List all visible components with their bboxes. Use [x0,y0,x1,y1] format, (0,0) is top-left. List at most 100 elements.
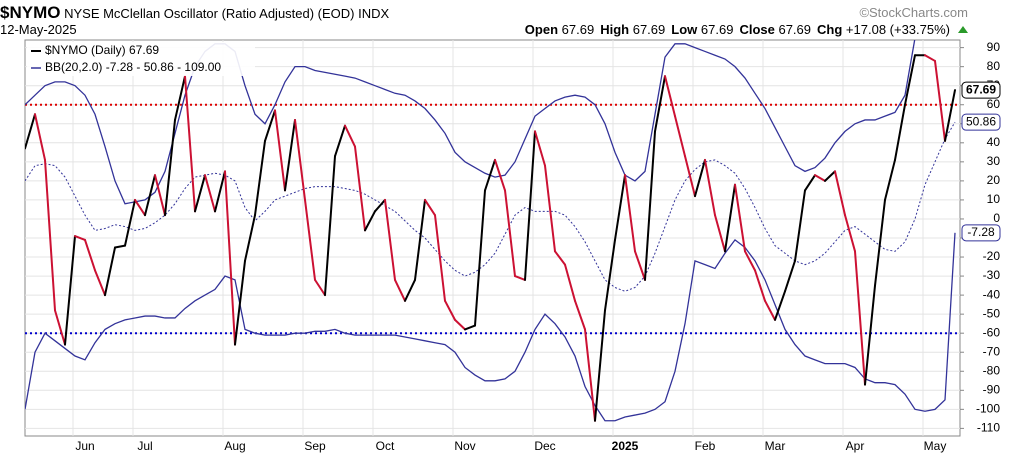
nymo-segment [274,109,286,192]
quote-label: High [600,22,630,37]
symbol: $NYMO [0,3,61,22]
nymo-segment [324,155,336,297]
legend-label: BB(20,2.0) -7.28 - 50.86 - 109.00 [45,60,221,74]
quote-value: +17.08 (+33.75%) [845,22,950,37]
nymo-segment [634,250,646,281]
nymo-segment [534,130,546,167]
nymo-segment [54,309,66,346]
value-label: 67.69 [966,82,996,96]
nymo-segment [414,198,426,281]
nymo-segment [234,259,246,346]
y-tick-label: -30 [983,268,1001,282]
nymo-segment [254,139,266,217]
nymo-segment [924,54,936,62]
nymo-segment [44,158,56,312]
nymo-segment [224,170,236,346]
nymo-segment [824,170,836,182]
nymo-segment [734,183,746,253]
nymo-segment [624,174,636,253]
nymo-segment [424,198,436,217]
nymo-segment [934,59,946,142]
nymo-segment [34,113,46,161]
nymo-segment [944,89,956,142]
quote-value: 67.69 [632,22,666,37]
y-tick-label: -20 [983,249,1001,263]
value-label: 50.86 [966,114,996,128]
quote-label: Chg [817,22,843,37]
y-tick-label: -90 [983,382,1001,396]
nymo-segment [664,75,676,118]
nymo-segment [144,174,156,217]
y-tick-label: -80 [983,363,1001,377]
x-tick-label: Feb [695,439,716,453]
y-tick-label: 40 [987,135,1001,149]
nymo-segment [134,198,146,217]
nymo-segment [884,158,896,201]
nymo-segment [904,54,916,106]
y-tick-label: -100 [976,402,1000,416]
y-tick-label: 80 [987,59,1001,73]
x-tick-label: May [924,439,947,453]
nymo-segment [844,214,856,253]
nymo-segment [174,75,186,121]
y-tick-label: -110 [977,421,1000,435]
nymo-segment [354,145,366,232]
nymo-segment [684,155,696,198]
header-row: 12-May-2025 Open 67.69 High 67.69 Low 67.6… [0,22,968,37]
nymo-segment [864,284,876,386]
y-tick-label: 30 [987,154,1001,168]
nymo-segment [874,198,886,287]
title: NYSE McClellan Oscillator (Ratio Adjuste… [64,6,355,21]
nymo-segment [554,250,566,266]
nymo-segment [594,309,606,422]
x-tick-label: 2025 [612,439,639,453]
nymo-segment [214,170,226,213]
nymo-segment [84,238,96,272]
nymo-segment [484,158,496,192]
nymo-segment [244,214,256,262]
exchange: INDX [358,6,390,21]
y-tick-label: 0 [993,211,1000,225]
nymo-segment [654,75,666,133]
y-tick-label: -40 [983,287,1001,301]
nymo-segment [704,158,716,217]
nymo-segment [154,174,166,217]
nymo-segment [494,158,506,192]
nymo-segment [464,324,476,331]
y-tick-label: 60 [987,97,1001,111]
nymo-segment [694,158,706,198]
nymo-segment [104,246,116,297]
nymo-segment [744,250,756,272]
x-tick-label: Aug [224,439,245,453]
y-tick-label: 10 [987,192,1001,206]
x-tick-label: Mar [765,439,786,453]
change-arrow [958,26,968,33]
x-tick-label: Jul [137,439,152,453]
value-tag [961,113,1001,131]
nymo-segment [404,278,416,302]
x-tick-label: Apr [846,439,865,453]
nymo-segment [894,103,906,161]
nymo-segment [294,118,306,201]
nymo-segment [764,299,776,321]
nymo-segment [854,250,866,386]
nymo-segment [364,210,376,232]
nymo-segment [714,214,726,253]
plot [25,40,960,422]
nymo-segment [814,174,826,182]
band-lower [25,232,956,422]
nymo-segment [444,299,456,321]
value-label: -7.28 [967,225,995,239]
nymo-segment [644,130,656,281]
nymo-segment [314,278,326,297]
nymo-segment [64,235,76,346]
y-tick-label: 90 [987,40,1001,54]
value-tag [961,81,1001,99]
nymo-segment [574,299,586,331]
nymo-segment [834,170,846,217]
nymo-segment [564,263,576,302]
header-row: $NYMO NYSE McClellan Oscillator (Ratio A… [0,3,968,23]
x-tick-label: Sep [304,439,326,453]
nymo-segment [474,189,486,327]
